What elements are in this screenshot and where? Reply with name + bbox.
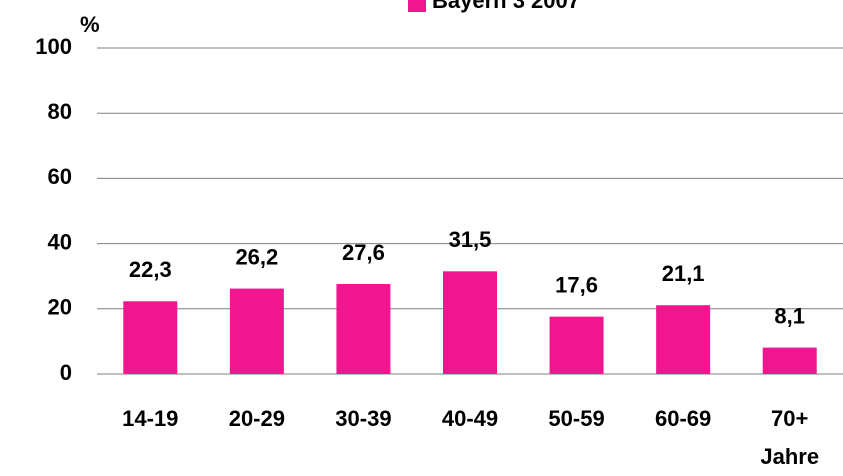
x-tick-label: 40-49 xyxy=(441,406,499,431)
value-label: 31,5 xyxy=(449,227,492,252)
legend-swatch xyxy=(408,0,426,12)
x-tick-label: 60-69 xyxy=(655,406,712,431)
y-tick-label: 80 xyxy=(48,99,72,124)
bar xyxy=(336,284,391,374)
y-tick-label: 100 xyxy=(35,34,72,59)
value-label: 8,1 xyxy=(774,303,805,328)
x-tick-label: 20-29 xyxy=(228,406,285,431)
x-tick-label: 50-59 xyxy=(548,406,605,431)
value-label: 27,6 xyxy=(342,240,385,265)
y-tick-label: 60 xyxy=(48,164,72,189)
bar xyxy=(656,305,711,374)
bar xyxy=(443,271,497,374)
value-label: 17,6 xyxy=(555,272,598,297)
bar xyxy=(549,316,604,374)
y-tick-label: 0 xyxy=(60,360,72,385)
y-axis-label: % xyxy=(80,12,100,37)
bar xyxy=(762,347,817,374)
y-tick-label: 40 xyxy=(48,229,72,254)
bar xyxy=(229,288,284,374)
value-label: 22,3 xyxy=(129,257,172,282)
x-tick-label: 14-19 xyxy=(122,406,179,431)
y-tick-label: 20 xyxy=(48,295,72,320)
x-tick-label: 70+ Jahre xyxy=(760,406,820,469)
x-tick-label: 30-39 xyxy=(335,406,392,431)
value-label: 21,1 xyxy=(662,261,705,286)
legend-label: Bayern 3 2007 xyxy=(432,0,580,13)
value-label: 26,2 xyxy=(235,244,278,269)
bar xyxy=(123,301,178,374)
